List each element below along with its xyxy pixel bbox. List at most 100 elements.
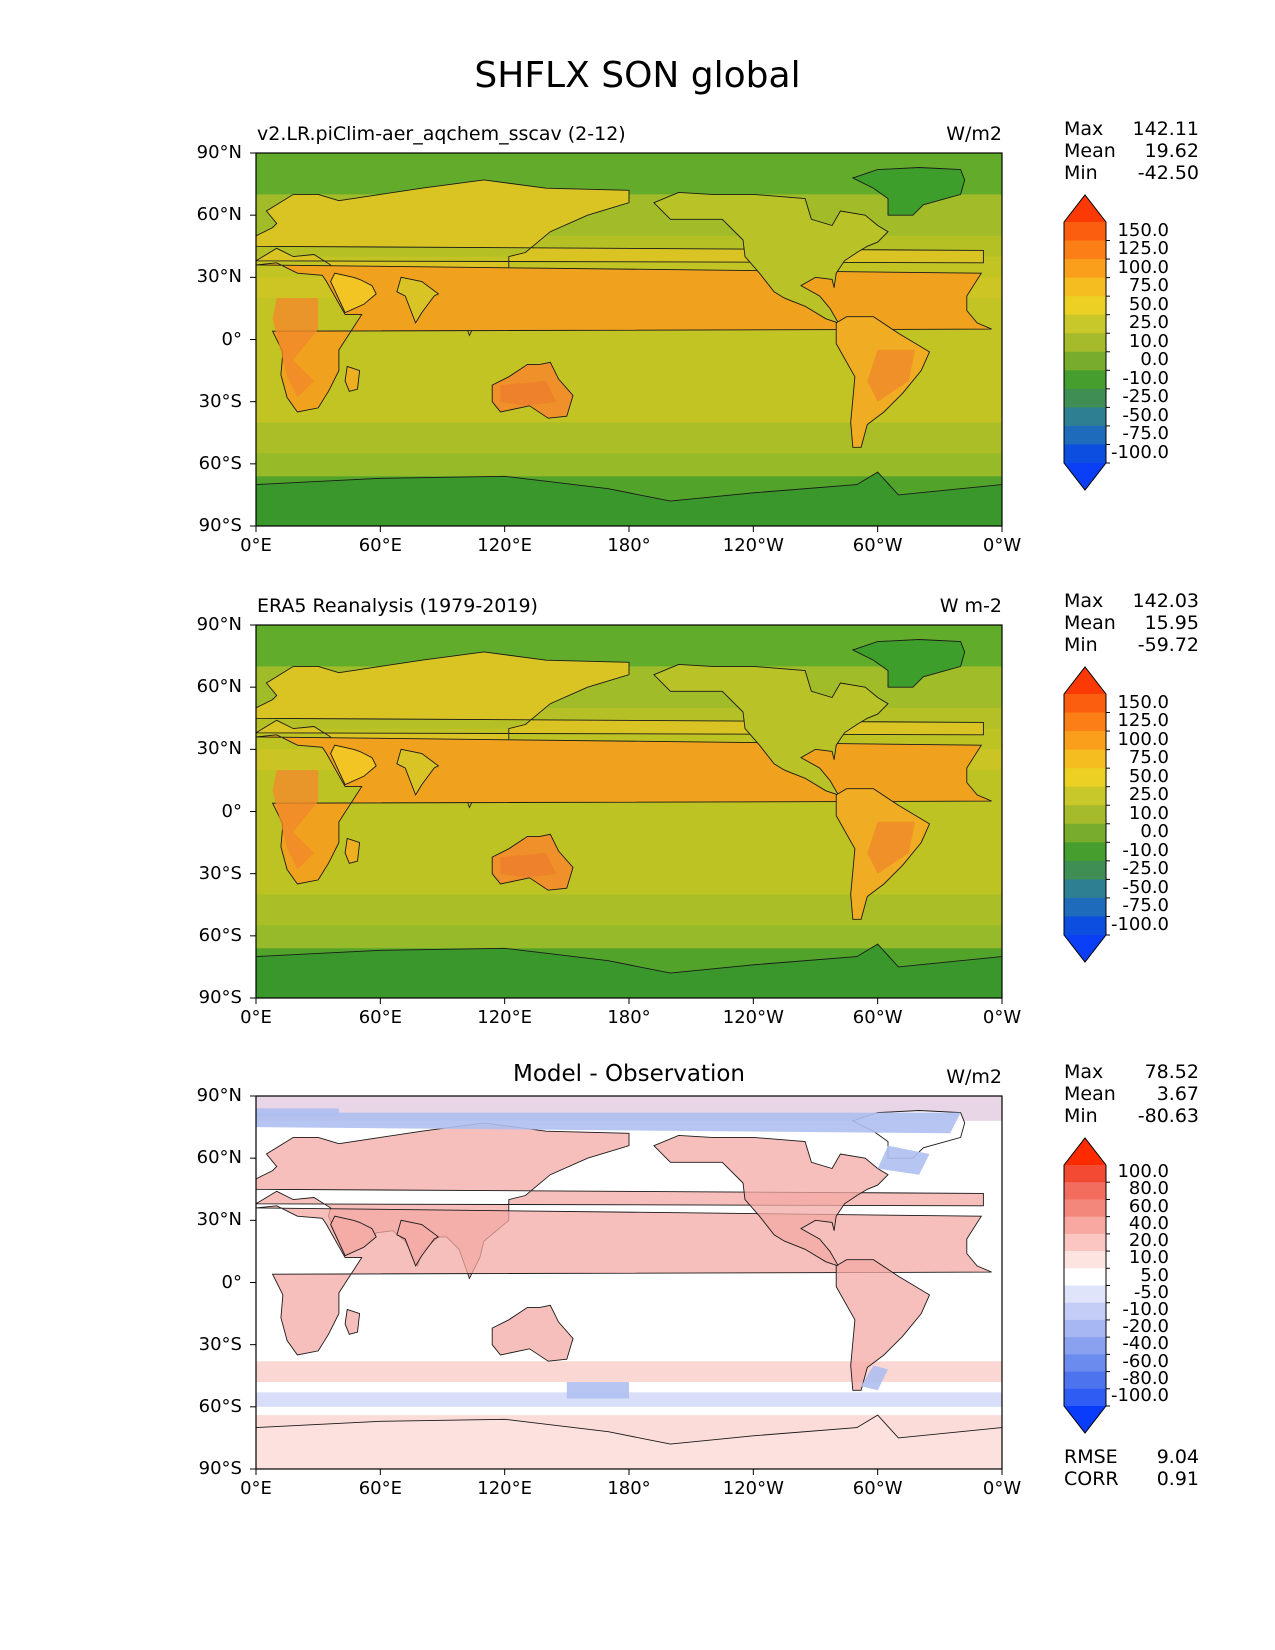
stat-min: Min -59.72	[1064, 634, 1199, 656]
africa-core	[272, 298, 319, 398]
lon-tick-label: 120°E	[477, 535, 533, 556]
panel-left-title: ERA5 Reanalysis (1979-2019)	[257, 595, 538, 617]
lon-tick-label: 180°	[607, 1478, 651, 1499]
colorbar-segment	[1064, 1268, 1106, 1286]
stat-value: -80.63	[1137, 1105, 1199, 1127]
diff-neg-patch	[256, 1112, 961, 1134]
colorbar-tick-label: -25.0	[1122, 386, 1169, 408]
colorbar-tick-label: 150.0	[1117, 219, 1169, 241]
map-panel-1	[250, 152, 1003, 532]
stat-label: Min	[1064, 162, 1098, 184]
colorbar-segment	[1064, 388, 1106, 408]
stat-label: Min	[1064, 634, 1098, 656]
diff-band-pos	[256, 1361, 1002, 1382]
colorbar-segment	[1064, 259, 1106, 279]
colorbar-tick-label: 150.0	[1117, 691, 1169, 713]
colorbar-tick-label: -40.0	[1122, 1333, 1169, 1355]
colorbar-segment	[1064, 240, 1106, 260]
colorbar-extend-top	[1064, 1138, 1106, 1165]
panel-units: W/m2	[946, 1066, 1002, 1088]
colorbar-segment	[1064, 1199, 1106, 1218]
diff-neg-patch	[256, 1108, 339, 1117]
lat-tick-label: 60°N	[196, 676, 242, 698]
metric-corr: CORR 0.91	[1064, 1468, 1199, 1490]
colorbar-segment	[1064, 916, 1106, 936]
colorbar-segment	[1064, 749, 1106, 769]
lat-tick-label: 30°N	[196, 266, 242, 288]
colorbar-tick-label: 10.0	[1128, 330, 1169, 352]
colorbar-segment	[1064, 805, 1106, 825]
colorbar-tick-label: -100.0	[1110, 1385, 1169, 1406]
colorbar-segment	[1064, 860, 1106, 880]
lat-tick-label: 90°S	[198, 987, 242, 1008]
stat-max: Max 142.11	[1064, 118, 1199, 140]
sa-core	[867, 821, 915, 874]
colorbar-extend-bottom	[1064, 463, 1106, 490]
stat-label: Mean	[1064, 612, 1116, 634]
colorbar-segment	[1064, 1285, 1106, 1304]
colorbar-tick-label: 10.0	[1128, 1247, 1169, 1269]
colorbar-segment	[1064, 407, 1106, 427]
land-arabia	[330, 744, 377, 786]
panel-units: W m-2	[939, 595, 1002, 617]
stat-label: Mean	[1064, 140, 1116, 162]
colorbar-tick-label: -10.0	[1122, 839, 1169, 861]
stat-min: Min -42.50	[1064, 162, 1199, 184]
colorbar-tick-label: -75.0	[1122, 423, 1169, 445]
lon-tick-label: 60°E	[358, 535, 402, 556]
lon-tick-label: 180°	[607, 535, 651, 556]
lat-tick-label: 60°N	[196, 1147, 242, 1169]
lat-band	[256, 894, 1002, 926]
stat-value: -59.72	[1137, 634, 1199, 656]
colorbar-segment	[1064, 222, 1106, 242]
lat-tick-label: 0°	[221, 328, 242, 350]
colorbar-segment	[1064, 842, 1106, 862]
colorbar-segment	[1064, 1354, 1106, 1373]
colorbar-segment	[1064, 277, 1106, 297]
land-greenland	[851, 639, 966, 688]
africa-core	[272, 770, 319, 870]
lat-tick-label: 90°N	[196, 614, 242, 635]
land-northamerica	[653, 663, 889, 796]
colorbar-segment	[1064, 879, 1106, 899]
lat-tick-label: 30°S	[198, 862, 242, 884]
colorbar-tick-label: -25.0	[1122, 858, 1169, 880]
land-india	[396, 276, 440, 324]
colorbar-tick-label: -50.0	[1122, 404, 1169, 426]
colorbar-tick-label: 100.0	[1117, 728, 1169, 750]
colorbar-tick-label: -20.0	[1122, 1316, 1169, 1338]
land-madagascar	[344, 365, 361, 392]
figure-title: SHFLX SON global	[474, 55, 801, 96]
stat-label: Min	[1064, 1105, 1098, 1127]
lon-tick-label: 120°W	[722, 535, 784, 556]
panel-center-title: Model - Observation	[512, 1061, 746, 1087]
colorbar-tick-label: -80.0	[1122, 1367, 1169, 1389]
colorbar-tick-label: -10.0	[1122, 367, 1169, 389]
colorbar-tick-label: 50.0	[1128, 765, 1169, 787]
diff-neg-patch	[861, 1365, 888, 1391]
lon-tick-label: 0°E	[240, 1478, 272, 1499]
colorbar-tick-label: 0.0	[1140, 349, 1169, 371]
colorbar-3	[1063, 1137, 1110, 1434]
stat-label: Max	[1064, 1061, 1104, 1083]
land-australia	[491, 1304, 574, 1362]
stat-value: -42.50	[1137, 162, 1199, 184]
colorbar-tick-label: 25.0	[1128, 784, 1169, 806]
colorbar-segment	[1064, 1371, 1106, 1390]
panel-left-title: v2.LR.piClim-aer_aqchem_sscav (2-12)	[257, 123, 626, 145]
stat-value: 15.95	[1144, 612, 1199, 634]
map-panel-3	[250, 1095, 1003, 1475]
land-southamerica	[835, 1259, 931, 1391]
colorbar-tick-label: 40.0	[1128, 1212, 1169, 1234]
stat-value: 3.67	[1156, 1083, 1199, 1105]
lon-tick-label: 120°E	[477, 1478, 533, 1499]
stat-min: Min -80.63	[1064, 1105, 1199, 1127]
colorbar-segment	[1064, 1319, 1106, 1338]
colorbar-tick-label: 50.0	[1128, 293, 1169, 315]
lat-band	[256, 422, 1002, 454]
diff-band-neg	[256, 1392, 1002, 1407]
colorbar-segment	[1064, 425, 1106, 445]
colorbar-tick-label: 80.0	[1128, 1178, 1169, 1200]
stat-max: Max 78.52	[1064, 1061, 1199, 1083]
